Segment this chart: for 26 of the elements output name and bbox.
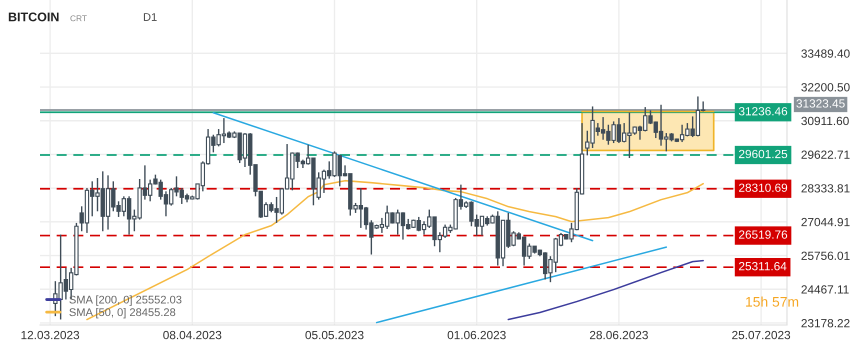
x-tick-label: 01.06.2023 bbox=[448, 330, 506, 340]
y-tick-label: 29622.71 bbox=[801, 150, 850, 159]
annotation: D1 bbox=[144, 13, 157, 21]
ref-line-label: 25311.64 bbox=[739, 262, 786, 270]
ref-line-label: 26519.76 bbox=[739, 230, 788, 239]
y-tick-label: 23178.22 bbox=[801, 318, 850, 328]
ref-line-label: 28310.69 bbox=[739, 184, 788, 192]
y-tick-label: 30911.60 bbox=[801, 116, 849, 126]
text: BITCOIN bbox=[8, 12, 59, 22]
x-tick-label: 08.04.2023 bbox=[163, 330, 222, 340]
y-tick-label: 32200.50 bbox=[801, 83, 850, 92]
y-tick-label: 27044.91 bbox=[801, 218, 850, 226]
x-tick-label: 05.05.2023 bbox=[305, 330, 364, 340]
ref-line-label: 29601.25 bbox=[739, 150, 788, 158]
x-tick-label: 12.03.2023 bbox=[21, 330, 80, 340]
y-tick-label: 25756.01 bbox=[801, 252, 850, 260]
y-tick-label: 33489.40 bbox=[801, 49, 850, 58]
x-tick-label: 28.06.2023 bbox=[590, 330, 648, 340]
y-tick-label: 24467.11 bbox=[801, 285, 849, 294]
ref-line-label: 31236.46 bbox=[738, 107, 788, 116]
line-series bbox=[508, 260, 704, 320]
annotation: CRT bbox=[70, 15, 87, 22]
y-tick-label: 28333.81 bbox=[801, 184, 850, 193]
annotation: 15h 57m bbox=[746, 296, 798, 307]
x-tick-label: 25.07.2023 bbox=[732, 330, 790, 340]
ref-line-label: 31323.45 bbox=[796, 99, 845, 108]
